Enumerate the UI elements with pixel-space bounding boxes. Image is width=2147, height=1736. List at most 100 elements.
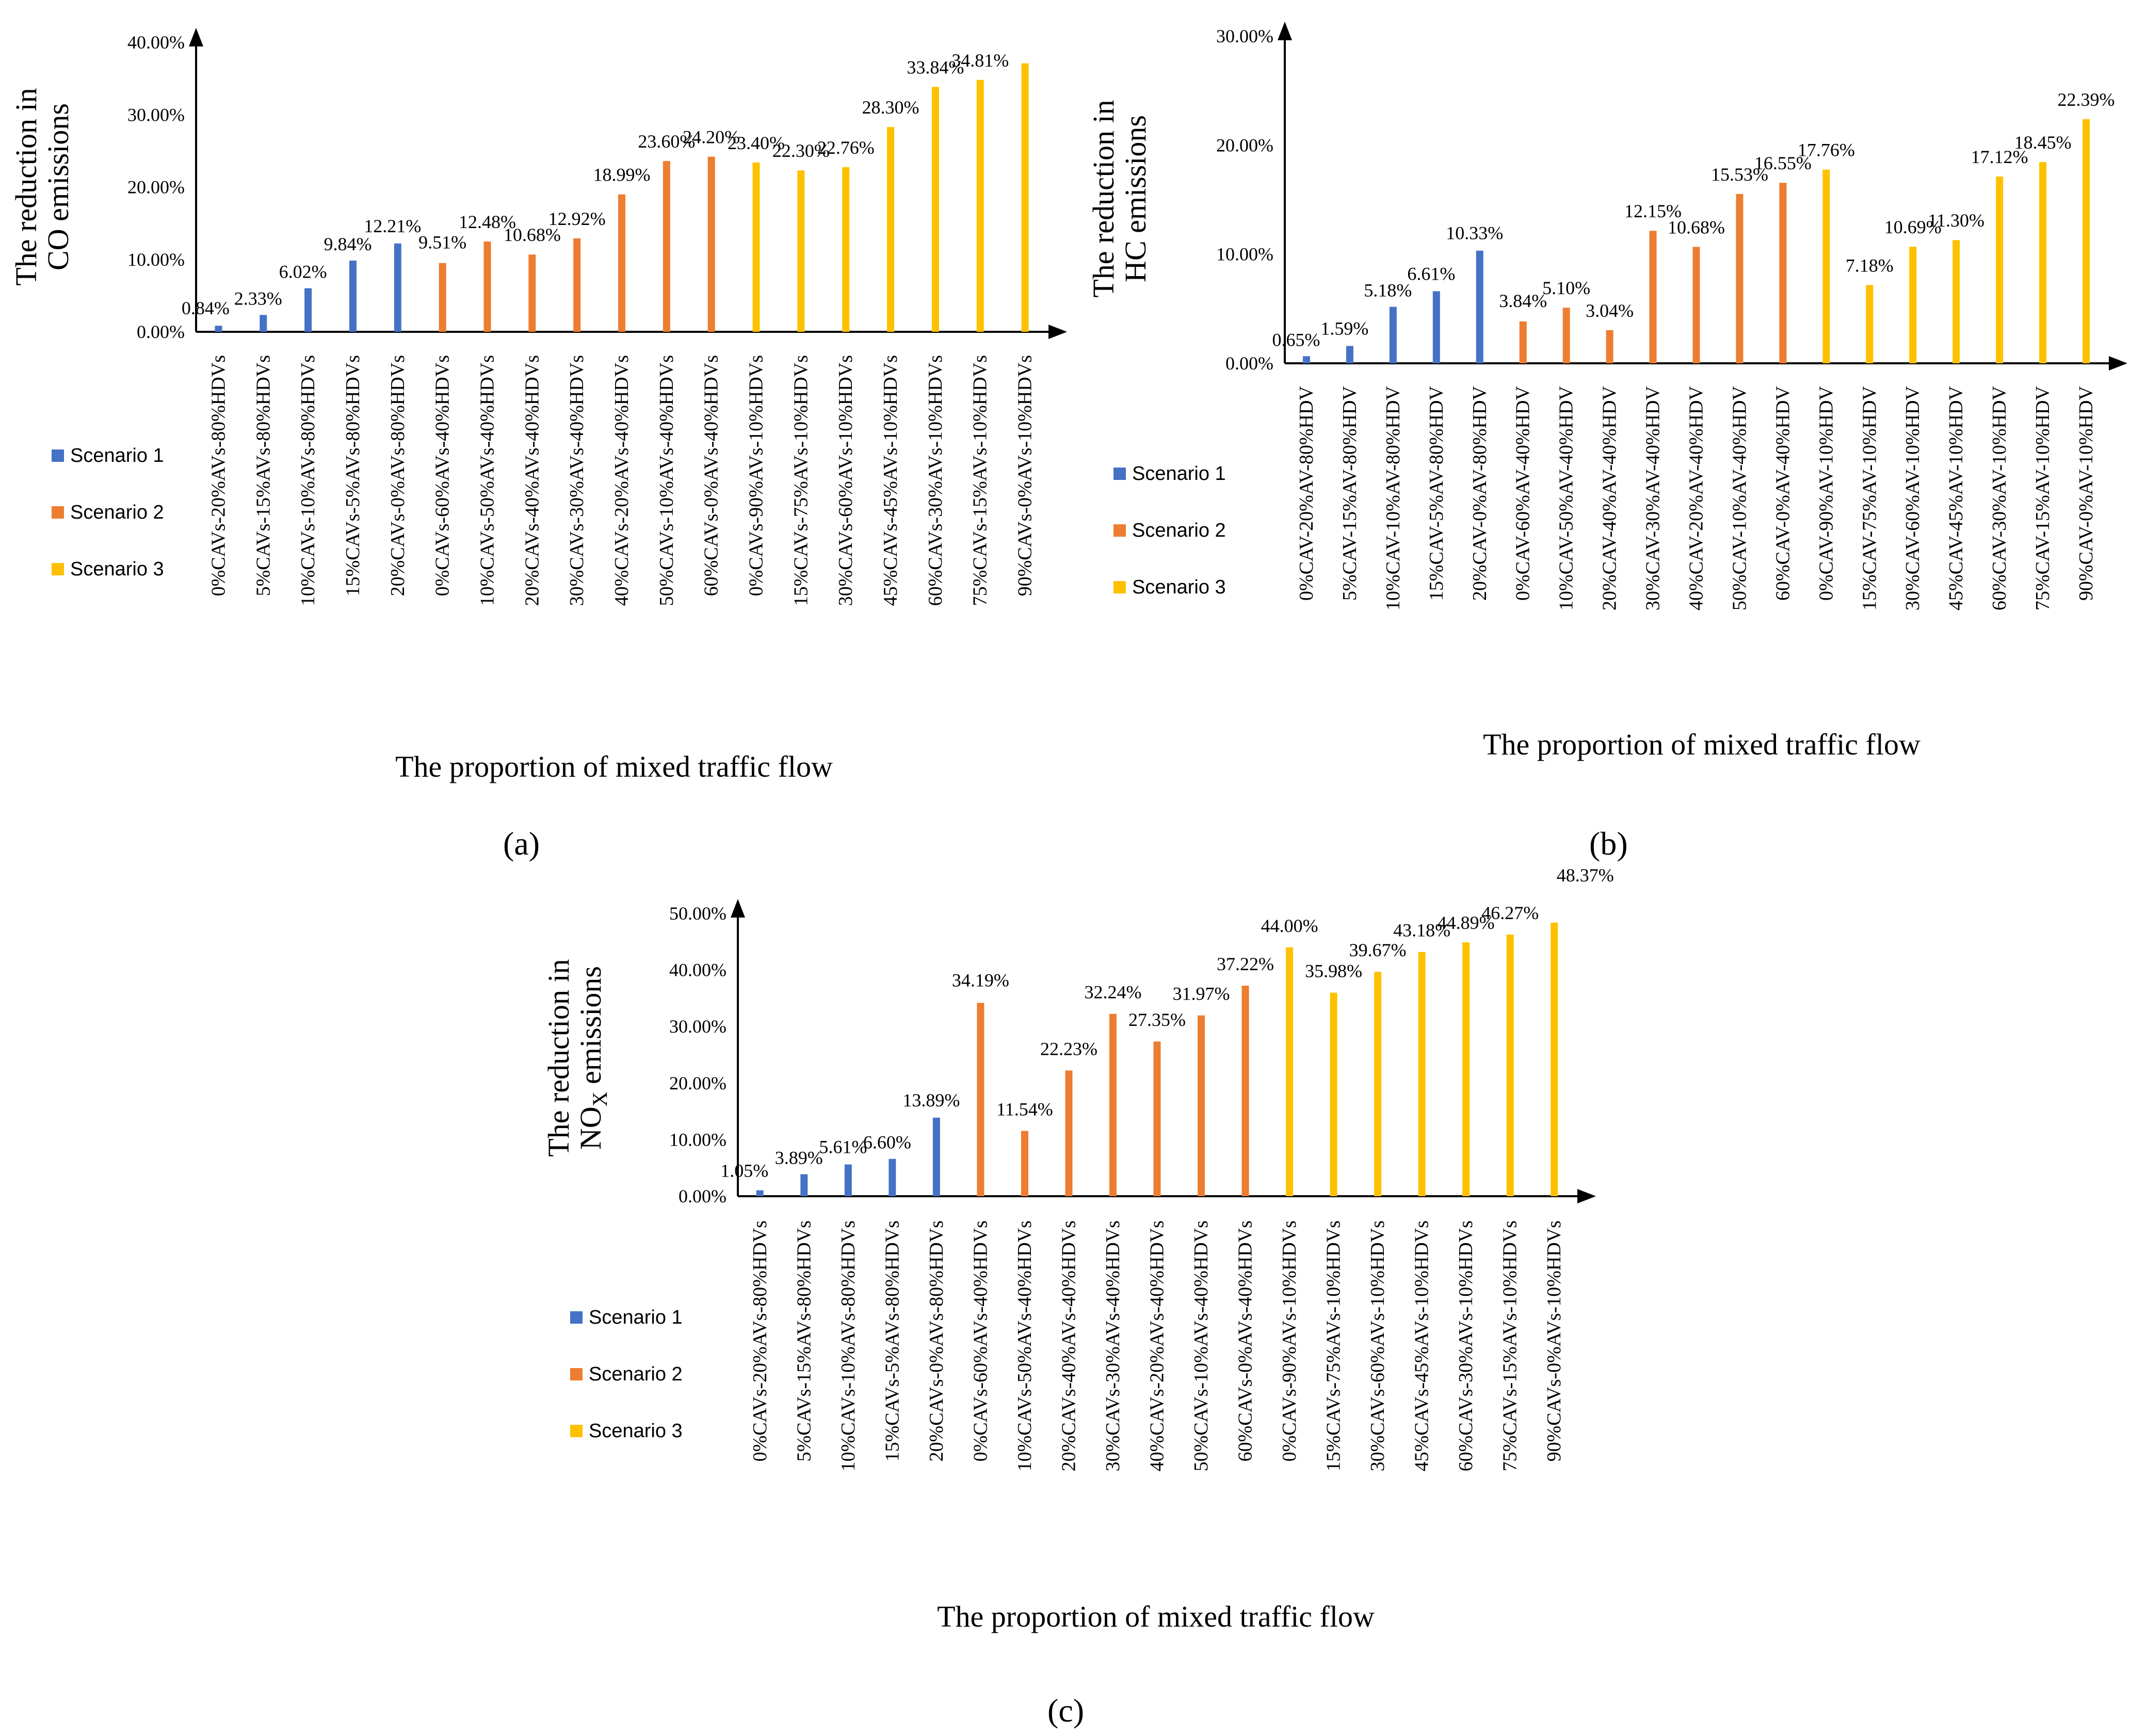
category-label: 20%CAV-40%AV-40%HDV [1599, 385, 1621, 610]
data-label: 17.12% [1971, 147, 2028, 167]
legend-swatch-scenario-1 [52, 449, 64, 462]
category-label: 40%CAV-20%AV-40%HDV [1686, 385, 1707, 610]
legend-label-scenario-3: Scenario 3 [70, 558, 164, 580]
bar-b-2 [1346, 346, 1353, 363]
bar-c-2 [800, 1174, 808, 1196]
bar-c-12 [1241, 986, 1249, 1196]
bar-a-3 [304, 288, 312, 332]
category-label: 10%CAV-10%AV-80%HDV [1382, 385, 1404, 610]
category-label: 50%CAVs-10%AVs-40%HDVs [656, 355, 677, 606]
data-label: 44.89% [1438, 912, 1495, 933]
category-label: 50%CAVs-10%AVs-40%HDVs [1190, 1220, 1212, 1471]
bar-c-13 [1286, 947, 1294, 1196]
bar-a-2 [260, 315, 267, 332]
data-label: 11.30% [1928, 210, 1984, 231]
data-label: 24.20% [683, 127, 740, 148]
y-tick-label: 20.00% [127, 177, 185, 198]
legend-label-scenario-2: Scenario 2 [70, 502, 164, 523]
category-label: 45%CAV-45%AV-10%HDV [1945, 385, 1967, 610]
data-label: 1.59% [1320, 318, 1368, 339]
data-label: 13.89% [902, 1090, 960, 1111]
data-label: 5.18% [1364, 280, 1412, 301]
category-label: 15%CAVs-5%AVs-80%HDVs [342, 355, 364, 596]
x-axis-arrow [1048, 325, 1067, 339]
data-label: 9.84% [324, 234, 372, 254]
data-label: 17.76% [1798, 140, 1855, 160]
legend-label-scenario-1: Scenario 1 [589, 1307, 683, 1328]
data-label: 2.33% [234, 288, 282, 309]
category-label: 0%CAVs-20%AVs-80%HDVs [207, 355, 229, 596]
data-label: 28.30% [862, 97, 919, 118]
category-label: 40%CAVs-20%AVs-40%HDVs [1147, 1220, 1168, 1471]
y-tick-label: 40.00% [669, 960, 727, 980]
bar-b-8 [1606, 330, 1613, 363]
data-label: 34.81% [951, 50, 1009, 71]
bar-c-18 [1506, 934, 1514, 1196]
data-label: 15.53% [1711, 164, 1768, 185]
category-label: 0%CAVs-60%AVs-40%HDVs [432, 355, 454, 596]
category-label: 20%CAVs-0%AVs-80%HDVs [926, 1220, 947, 1461]
category-label: 30%CAVs-30%AVs-40%HDVs [1102, 1220, 1124, 1471]
category-label: 10%CAV-50%AV-40%HDV [1556, 385, 1577, 610]
bar-c-7 [1021, 1131, 1028, 1196]
panel-label-b: (b) [1589, 825, 1628, 862]
category-label: 30%CAVs-60%AVs-10%HDVs [1367, 1220, 1389, 1471]
category-label: 45%CAVs-45%AVs-10%HDVs [1411, 1220, 1433, 1471]
bar-b-6 [1519, 321, 1527, 363]
bar-c-5 [932, 1117, 940, 1196]
data-label: 39.67% [1349, 940, 1407, 960]
data-label: 5.61% [819, 1137, 867, 1158]
bar-b-16 [1952, 240, 1960, 363]
bar-b-13 [1822, 169, 1830, 363]
category-label: 20%CAVs-0%AVs-80%HDVs [387, 355, 409, 596]
bar-a-9 [573, 238, 581, 332]
category-label: 5%CAVs-15%AVs-80%HDVs [793, 1220, 815, 1461]
data-label: 3.89% [775, 1147, 823, 1168]
category-label: 90%CAVs-0%AVs-10%HDVs [1543, 1220, 1565, 1461]
legend-swatch-scenario-2 [52, 506, 64, 519]
y-tick-label: 20.00% [1216, 135, 1273, 155]
legend-swatch-scenario-1 [570, 1311, 583, 1324]
category-label: 0%CAVs-60%AVs-40%HDVs [970, 1220, 991, 1461]
data-label: 3.84% [1499, 291, 1547, 311]
y-axis-title-line2: CO emissions [41, 103, 75, 270]
bar-a-4 [349, 260, 357, 332]
y-axis-arrow [1278, 22, 1292, 40]
panel-label-c: (c) [1047, 1692, 1085, 1729]
y-axis-title-line2: NOX emissions [574, 966, 611, 1150]
bar-b-15 [1909, 247, 1917, 363]
legend-swatch-scenario-3 [1113, 581, 1126, 593]
y-tick-label: 10.00% [1216, 244, 1273, 265]
bar-c-8 [1065, 1070, 1073, 1196]
category-label: 90%CAVs-0%AVs-10%HDVs [1014, 355, 1036, 596]
bar-c-3 [844, 1164, 852, 1196]
data-label: 37.10% [1027, 0, 1085, 1]
category-label: 10%CAVs-50%AVs-40%HDVs [476, 355, 498, 606]
legend-swatch-scenario-2 [570, 1368, 583, 1380]
bar-a-15 [842, 167, 850, 332]
data-label: 3.04% [1586, 300, 1634, 321]
bar-a-17 [931, 87, 939, 332]
bar-a-19 [1021, 63, 1029, 332]
data-label: 32.24% [1084, 982, 1141, 1003]
bar-b-12 [1779, 183, 1787, 363]
data-label: 43.18% [1393, 920, 1450, 941]
category-label: 30%CAV-60%AV-10%HDV [1902, 385, 1924, 610]
bar-a-1 [215, 326, 222, 332]
category-label: 15%CAVs-75%AVs-10%HDVs [790, 355, 812, 606]
category-label: 90%CAV-0%AV-10%HDV [2075, 385, 2097, 600]
data-label: 27.35% [1128, 1009, 1186, 1030]
category-label: 10%CAVs-10%AVs-80%HDVs [297, 355, 319, 606]
category-label: 0%CAV-20%AV-80%HDV [1296, 385, 1317, 600]
data-label: 1.05% [720, 1160, 768, 1181]
data-label: 9.51% [418, 232, 466, 253]
category-label: 0%CAV-60%AV-40%HDV [1512, 385, 1534, 600]
bar-b-1 [1302, 356, 1310, 363]
bar-b-14 [1866, 285, 1874, 363]
legend-label-scenario-1: Scenario 1 [1132, 463, 1226, 485]
bar-c-1 [756, 1190, 764, 1196]
y-tick-label: 10.00% [127, 249, 185, 270]
bar-b-17 [1996, 176, 2004, 363]
